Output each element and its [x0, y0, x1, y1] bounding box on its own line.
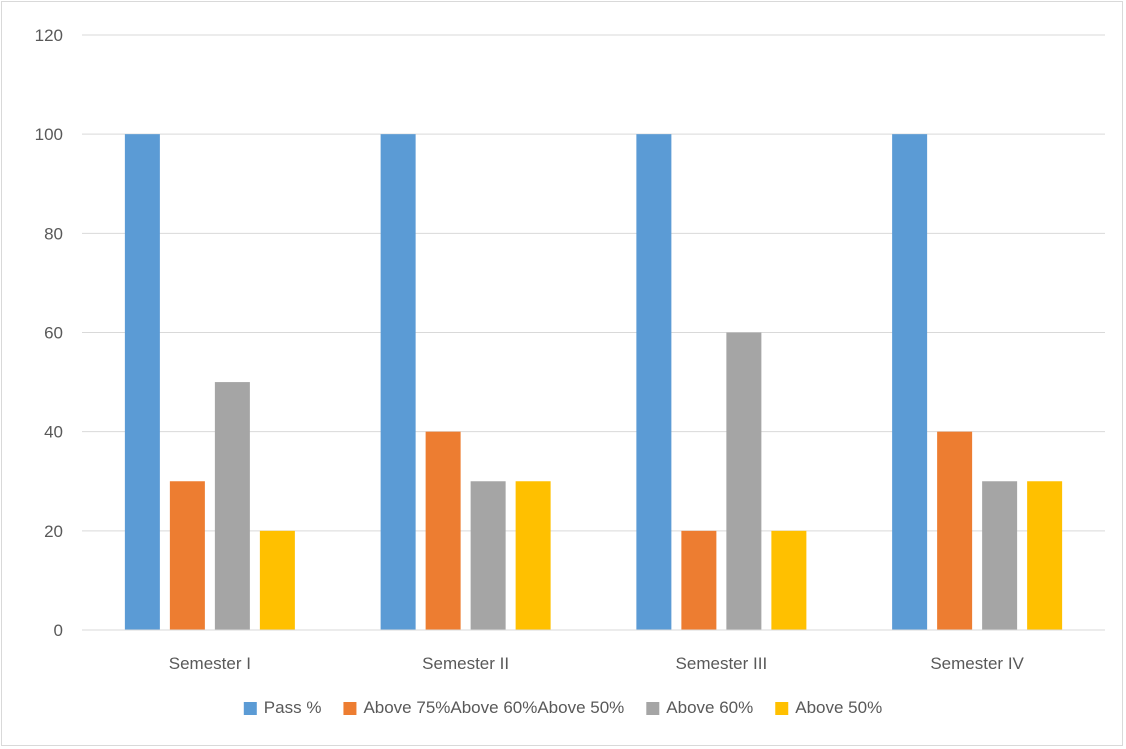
legend-label: Above 60%: [666, 698, 753, 717]
x-axis-category-labels: Semester I Semester II Semester III Semeste…: [169, 654, 1025, 673]
legend-label: Above 75%Above 60%Above 50%: [363, 698, 624, 717]
x-category-label: Semester III: [676, 654, 768, 673]
legend-item: Above 60%: [646, 698, 753, 717]
gridlines: [82, 34, 1105, 532]
legend-item: Pass %: [243, 698, 322, 717]
bar: [425, 431, 461, 630]
bar: [470, 481, 506, 630]
y-tick-label: 80: [44, 224, 63, 243]
bar: [726, 332, 762, 630]
y-tick-label: 120: [35, 26, 63, 45]
legend-swatch: [646, 702, 660, 715]
x-category-label: Semester II: [422, 654, 509, 673]
legend-label: Pass %: [264, 698, 322, 717]
y-tick-label: 20: [44, 522, 63, 541]
bar: [124, 134, 160, 630]
y-tick-label: 60: [44, 324, 63, 343]
bar: [515, 481, 551, 630]
legend-swatch: [775, 702, 789, 715]
bar: [380, 134, 416, 630]
legend-item: Above 50%: [775, 698, 882, 717]
y-tick-label: 40: [44, 423, 63, 442]
legend-item: Above 75%Above 60%Above 50%: [343, 698, 624, 717]
y-tick-label: 100: [35, 125, 63, 144]
legend-swatch: [243, 702, 257, 715]
bar: [771, 530, 807, 630]
y-tick-label: 0: [54, 621, 63, 640]
legend: Pass % Above 75%Above 60%Above 50% Above 6…: [243, 698, 882, 717]
bar: [937, 431, 973, 630]
legend-swatch: [343, 702, 357, 715]
x-category-label: Semester IV: [930, 654, 1024, 673]
bar: [636, 134, 672, 630]
legend-label: Above 50%: [795, 698, 882, 717]
bars: [124, 134, 1063, 630]
bar: [214, 382, 250, 630]
bar: [681, 530, 717, 630]
bar: [892, 134, 928, 630]
bar: [1027, 481, 1063, 630]
x-category-label: Semester I: [169, 654, 251, 673]
bar: [169, 481, 205, 630]
bar: [259, 530, 295, 630]
y-axis-tick-labels: 0 20 40 60 80 100 120: [35, 26, 63, 640]
bar: [982, 481, 1018, 630]
